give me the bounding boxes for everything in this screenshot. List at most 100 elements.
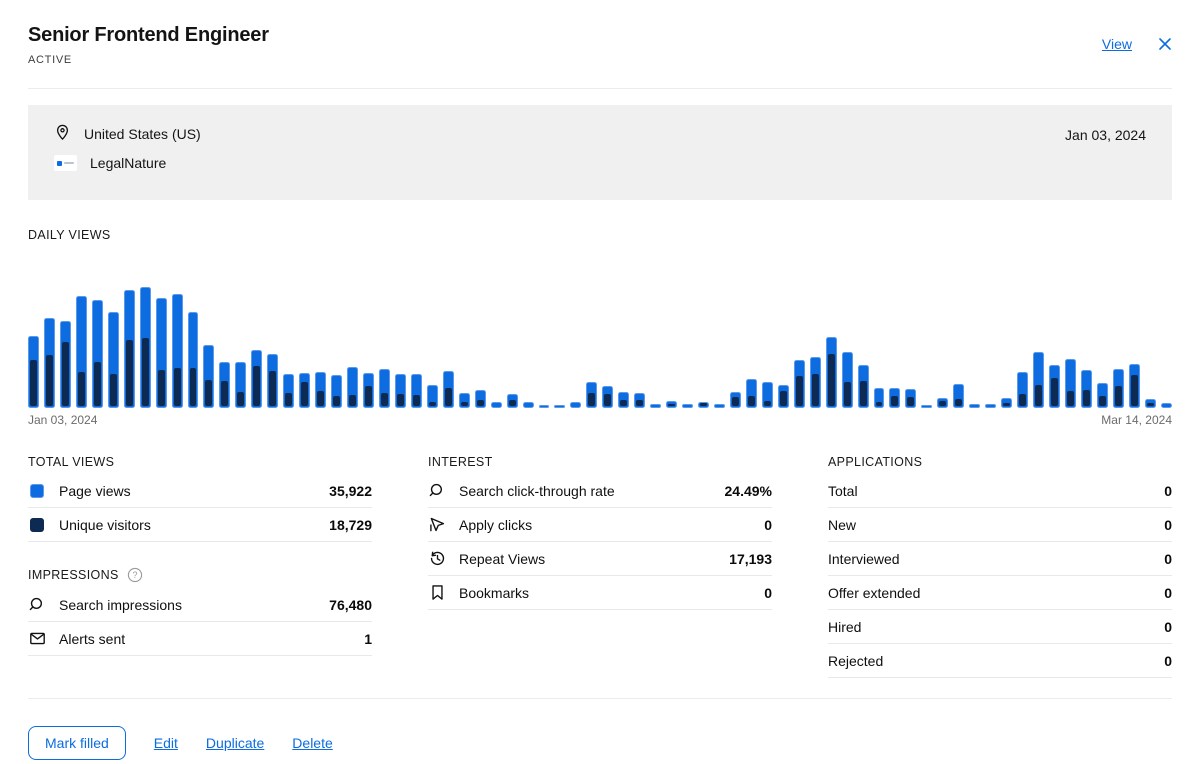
chart-bar <box>363 287 374 408</box>
svg-text:?: ? <box>132 570 137 580</box>
unique-visitors-bar <box>747 396 755 406</box>
delete-link[interactable]: Delete <box>292 735 333 751</box>
unique-visitors-bar <box>285 393 293 406</box>
stat-value: 17,193 <box>729 550 772 567</box>
unique-visitors-bar <box>45 355 53 406</box>
unique-visitors-bar <box>604 394 612 406</box>
column-applications: APPLICATIONS Total 0 New 0 Interviewed 0 Offer… <box>828 455 1172 678</box>
help-circle-icon[interactable]: ? <box>127 567 143 583</box>
unique-visitors-bar <box>30 360 37 406</box>
page-views-bar <box>283 374 295 408</box>
chart-bar <box>745 287 757 408</box>
unique-visitors-bar <box>460 402 468 406</box>
chart-bar <box>650 287 662 408</box>
chart-bar <box>618 287 630 408</box>
page-views-bar <box>490 402 502 408</box>
chart-bar <box>442 287 454 408</box>
chart-bar <box>28 287 39 408</box>
chart-bar <box>905 287 917 408</box>
stat-value: 0 <box>1164 652 1172 669</box>
unique-visitors-bar <box>731 397 739 406</box>
page-views-bar <box>570 402 582 408</box>
chart-bar <box>378 287 390 408</box>
chart-bar <box>1001 287 1013 408</box>
chart-bar <box>267 287 279 408</box>
unique-visitors-bar <box>1051 378 1058 406</box>
chart-bar <box>474 287 486 408</box>
chart-bar <box>43 287 55 408</box>
page-views-bar <box>873 388 885 408</box>
applications-rows: Total 0 New 0 Interviewed 0 Offer extended 0 Hir… <box>828 474 1172 678</box>
page-views-bar <box>378 369 390 408</box>
unique-visitors-bar <box>508 400 516 406</box>
stat-label: Bookmarks <box>459 584 530 601</box>
stat-row: Apply clicks 0 <box>428 508 772 542</box>
header: Senior Frontend Engineer ACTIVE View <box>28 24 1172 66</box>
page-views-bar <box>155 298 167 408</box>
unique-visitors-bar <box>1146 403 1154 406</box>
legend-swatch <box>30 517 44 532</box>
info-panel: United States (US) LegalNature Jan 03, 2… <box>28 105 1172 200</box>
chart-bar <box>347 287 359 408</box>
legend-swatch <box>30 483 44 498</box>
stat-label: Offer extended <box>828 584 921 601</box>
chart-bar <box>506 287 518 408</box>
stat-label: Search click-through rate <box>459 482 615 499</box>
chart-bar <box>570 287 582 408</box>
unique-visitors-bar <box>1066 391 1074 406</box>
unique-visitors-bar <box>365 386 372 406</box>
edit-link[interactable]: Edit <box>153 735 178 751</box>
unique-visitors-bar <box>428 402 436 406</box>
unique-visitors-bar <box>205 380 213 406</box>
stat-row: Repeat Views 17,193 <box>428 542 772 576</box>
chart-bar <box>315 287 327 408</box>
chart-bar <box>841 287 853 408</box>
unique-visitors-bar <box>301 382 309 406</box>
unique-visitors-bar <box>237 392 245 406</box>
chart-bar <box>873 287 885 408</box>
mark-filled-button[interactable]: Mark filled <box>28 726 126 760</box>
page-views-bar <box>171 294 183 408</box>
page-views-bar <box>745 379 757 408</box>
stat-row: Search click-through rate 24.49% <box>428 474 772 508</box>
total-views-rows: Page views 35,922 Unique visitors 18,729 <box>28 474 372 542</box>
header-actions: View <box>1102 36 1172 52</box>
stat-row: Page views 35,922 <box>28 474 372 508</box>
duplicate-link[interactable]: Duplicate <box>205 735 265 751</box>
chart-bar <box>761 287 773 408</box>
page-views-bar <box>761 382 773 408</box>
stat-value: 35,922 <box>329 482 372 499</box>
chart-bar <box>251 287 263 408</box>
unique-visitors-bar <box>1003 403 1011 406</box>
unique-visitors-bar <box>843 382 851 406</box>
page-views-bar <box>75 296 87 408</box>
page-views-bar <box>107 312 119 408</box>
location-row: United States (US) <box>54 124 201 144</box>
chart-bar <box>538 287 550 408</box>
close-icon[interactable] <box>1158 37 1172 51</box>
page-views-bar <box>1096 383 1108 408</box>
page-views-bar <box>522 402 534 408</box>
page-views-bar <box>1033 352 1044 408</box>
unique-visitors-bar <box>907 397 915 406</box>
view-link[interactable]: View <box>1101 36 1132 52</box>
stat-value: 0 <box>1164 482 1172 499</box>
unique-visitors-bar <box>955 399 963 406</box>
unique-visitors-bar <box>795 376 803 406</box>
column-total-views: TOTAL VIEWS Page views 35,922 Unique visit… <box>28 455 372 678</box>
stat-row: Bookmarks 0 <box>428 576 772 610</box>
chart-bar <box>1144 287 1156 408</box>
stat-label: Search impressions <box>59 596 182 613</box>
company-logo-wordmark <box>63 162 74 164</box>
page-views-bar <box>458 393 470 408</box>
stat-label: New <box>828 516 857 533</box>
chart-bar <box>969 287 981 408</box>
unique-visitors-bar <box>253 366 261 406</box>
stat-row: Interviewed 0 <box>828 542 1172 576</box>
impressions-heading-row: IMPRESSIONS ? <box>28 567 372 583</box>
unique-visitors-bar <box>396 394 404 406</box>
stat-label: Apply clicks <box>459 516 533 533</box>
chart-bar <box>458 287 470 408</box>
info-panel-rows: United States (US) LegalNature <box>54 124 201 181</box>
